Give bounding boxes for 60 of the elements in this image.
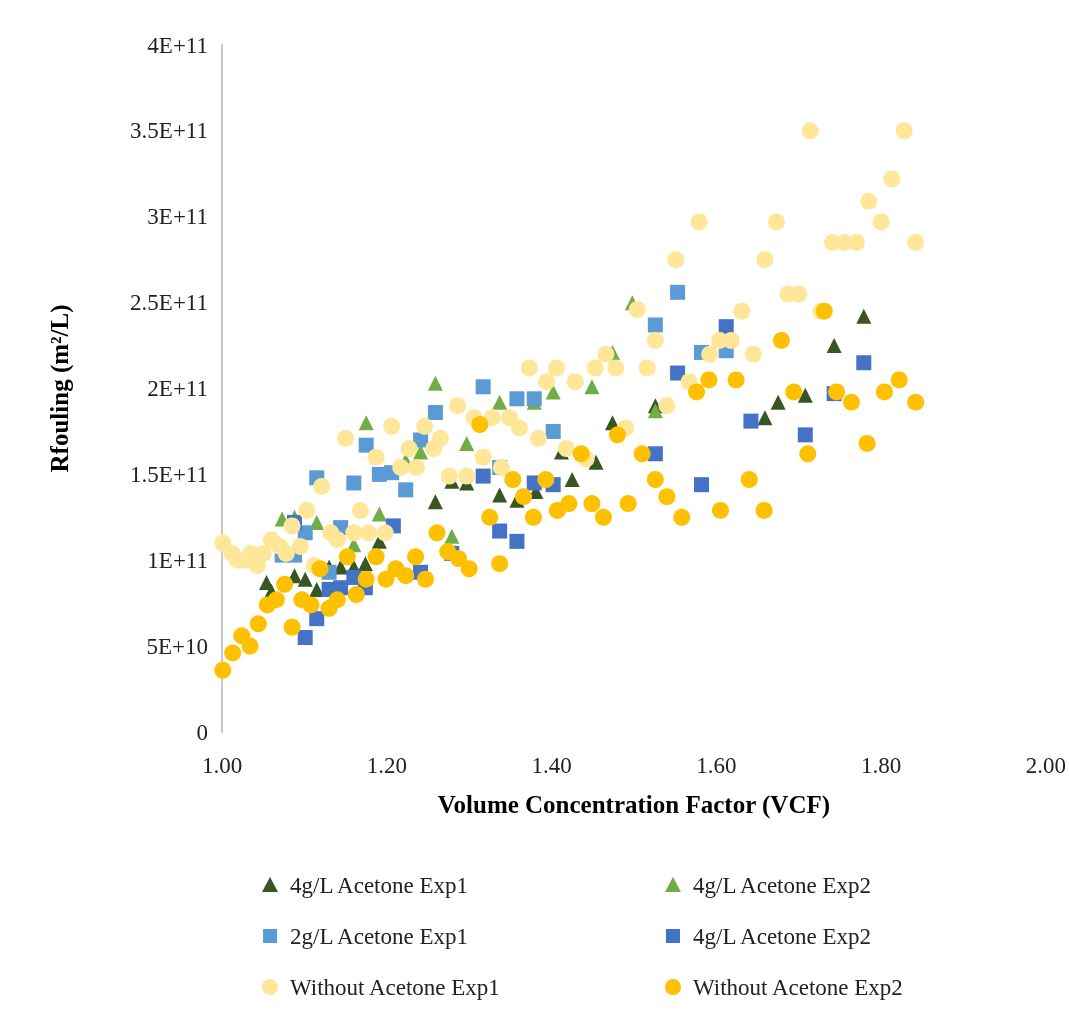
y-tick-label: 5E+10	[146, 633, 208, 659]
point	[492, 394, 508, 410]
legend-label: 4g/L Acetone Exp1	[290, 872, 468, 898]
point	[545, 423, 561, 439]
legend-label: 4g/L Acetone Exp2	[693, 872, 871, 898]
point	[427, 375, 443, 391]
point	[647, 403, 663, 419]
y-tick-label: 0	[196, 719, 208, 745]
point	[475, 468, 491, 484]
point	[509, 533, 525, 549]
point	[475, 379, 491, 395]
point	[427, 494, 443, 510]
point	[564, 472, 580, 488]
x-tick-label: 1.60	[696, 753, 737, 778]
y-tick-label: 2.5E+11	[130, 290, 208, 316]
point	[357, 556, 373, 572]
y-axis-title: Rfouling (m²/L)	[46, 304, 74, 473]
x-tick-label: 1.80	[860, 753, 902, 778]
y-tick-label: 3E+11	[147, 204, 208, 230]
x-axis-title: Volume Concentration Factor (VCF)	[437, 791, 831, 819]
x-tick-label: 1.40	[531, 753, 572, 778]
point	[309, 581, 325, 597]
x-tick-label: 1.00	[201, 753, 243, 778]
point	[670, 365, 686, 381]
point	[826, 338, 842, 354]
point	[856, 355, 872, 371]
point	[797, 427, 813, 443]
point	[670, 284, 686, 300]
point	[743, 413, 759, 429]
point	[492, 487, 508, 503]
legend-label: 4g/L Acetone Exp2	[693, 923, 871, 949]
point	[757, 410, 773, 426]
x-tick-label: 1.20	[366, 753, 407, 778]
point	[427, 405, 443, 421]
point	[492, 523, 508, 539]
point	[459, 435, 475, 451]
y-tick-label: 4E+11	[147, 32, 208, 58]
legend-label: Without Acetone Exp2	[693, 974, 903, 1000]
point	[346, 475, 362, 491]
y-tick-label: 1.5E+11	[130, 461, 208, 487]
point	[297, 630, 313, 646]
legend-label: 2g/L Acetone Exp1	[290, 923, 468, 949]
point	[358, 415, 374, 431]
legend-label: Without Acetone Exp1	[290, 974, 500, 1000]
point	[358, 437, 374, 453]
point	[584, 379, 600, 395]
y-tick-label: 2E+11	[147, 376, 208, 401]
point	[444, 528, 460, 544]
point	[398, 482, 414, 498]
point	[694, 477, 709, 493]
y-tick-label: 3.5E+11	[130, 118, 208, 144]
point	[371, 506, 387, 522]
point	[770, 394, 786, 410]
point	[297, 571, 313, 587]
x-tick-label: 2.00	[1025, 753, 1066, 778]
y-tick-label: 1E+11	[147, 547, 208, 573]
point	[647, 317, 663, 333]
point	[856, 308, 872, 324]
point	[509, 391, 525, 407]
point	[309, 611, 325, 627]
